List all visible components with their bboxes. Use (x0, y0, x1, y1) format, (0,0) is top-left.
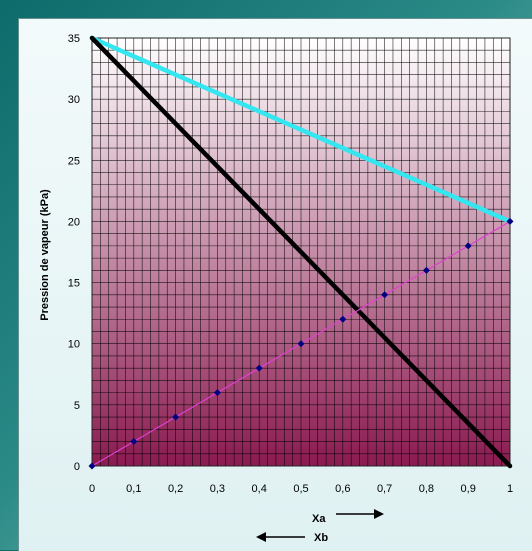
data-point-marker (172, 413, 180, 421)
arrow-left-icon (256, 532, 305, 542)
y-tick-label: 10 (68, 339, 80, 351)
y-axis-label: Pression de vapeur (kPa) (39, 189, 51, 321)
data-point-marker (213, 389, 221, 397)
data-point-marker (255, 364, 263, 372)
x-tick-label: 0,4 (252, 483, 267, 495)
x-tick-label: 0,9 (461, 483, 476, 495)
x-tick-label: 0,7 (377, 483, 392, 495)
data-point-marker (506, 217, 514, 225)
data-point-marker (464, 242, 472, 250)
y-tick-label: 25 (68, 155, 80, 167)
x-tick-label: 0,6 (335, 483, 350, 495)
x-tick-label: 0,3 (210, 483, 225, 495)
x-tick-label: 0,2 (168, 483, 183, 495)
arrow-right-icon (336, 509, 384, 519)
x-tick-label: 0 (89, 483, 95, 495)
grid (91, 37, 511, 467)
x-tick-label: 1 (507, 483, 513, 495)
data-point-marker (88, 462, 96, 470)
data-point-marker (422, 266, 430, 274)
x-axis-label-xa: Xa (312, 513, 326, 525)
data-point-marker (339, 315, 347, 323)
x-tick-label: 0,8 (419, 483, 434, 495)
y-tick-label: 20 (68, 216, 80, 228)
series-line-1 (89, 35, 513, 224)
x-tick-label: 0,5 (293, 483, 308, 495)
data-point-marker (130, 438, 138, 446)
data-point-marker (297, 340, 305, 348)
x-tick-label: 0,1 (126, 483, 141, 495)
y-tick-label: 35 (68, 33, 80, 45)
y-tick-label: 5 (74, 400, 80, 412)
series-line-2 (89, 35, 513, 469)
data-point-marker (381, 291, 389, 299)
x-axis-label-xb: Xb (314, 532, 328, 544)
y-tick-label: 0 (74, 461, 80, 473)
y-tick-label: 30 (68, 94, 80, 106)
y-tick-label: 15 (68, 278, 80, 290)
tick-labels: 0 0,1 0,2 0,3 0,4 0,5 0,6 0,7 0,8 0,9 105101520253… (68, 33, 513, 495)
series-group (88, 35, 514, 470)
